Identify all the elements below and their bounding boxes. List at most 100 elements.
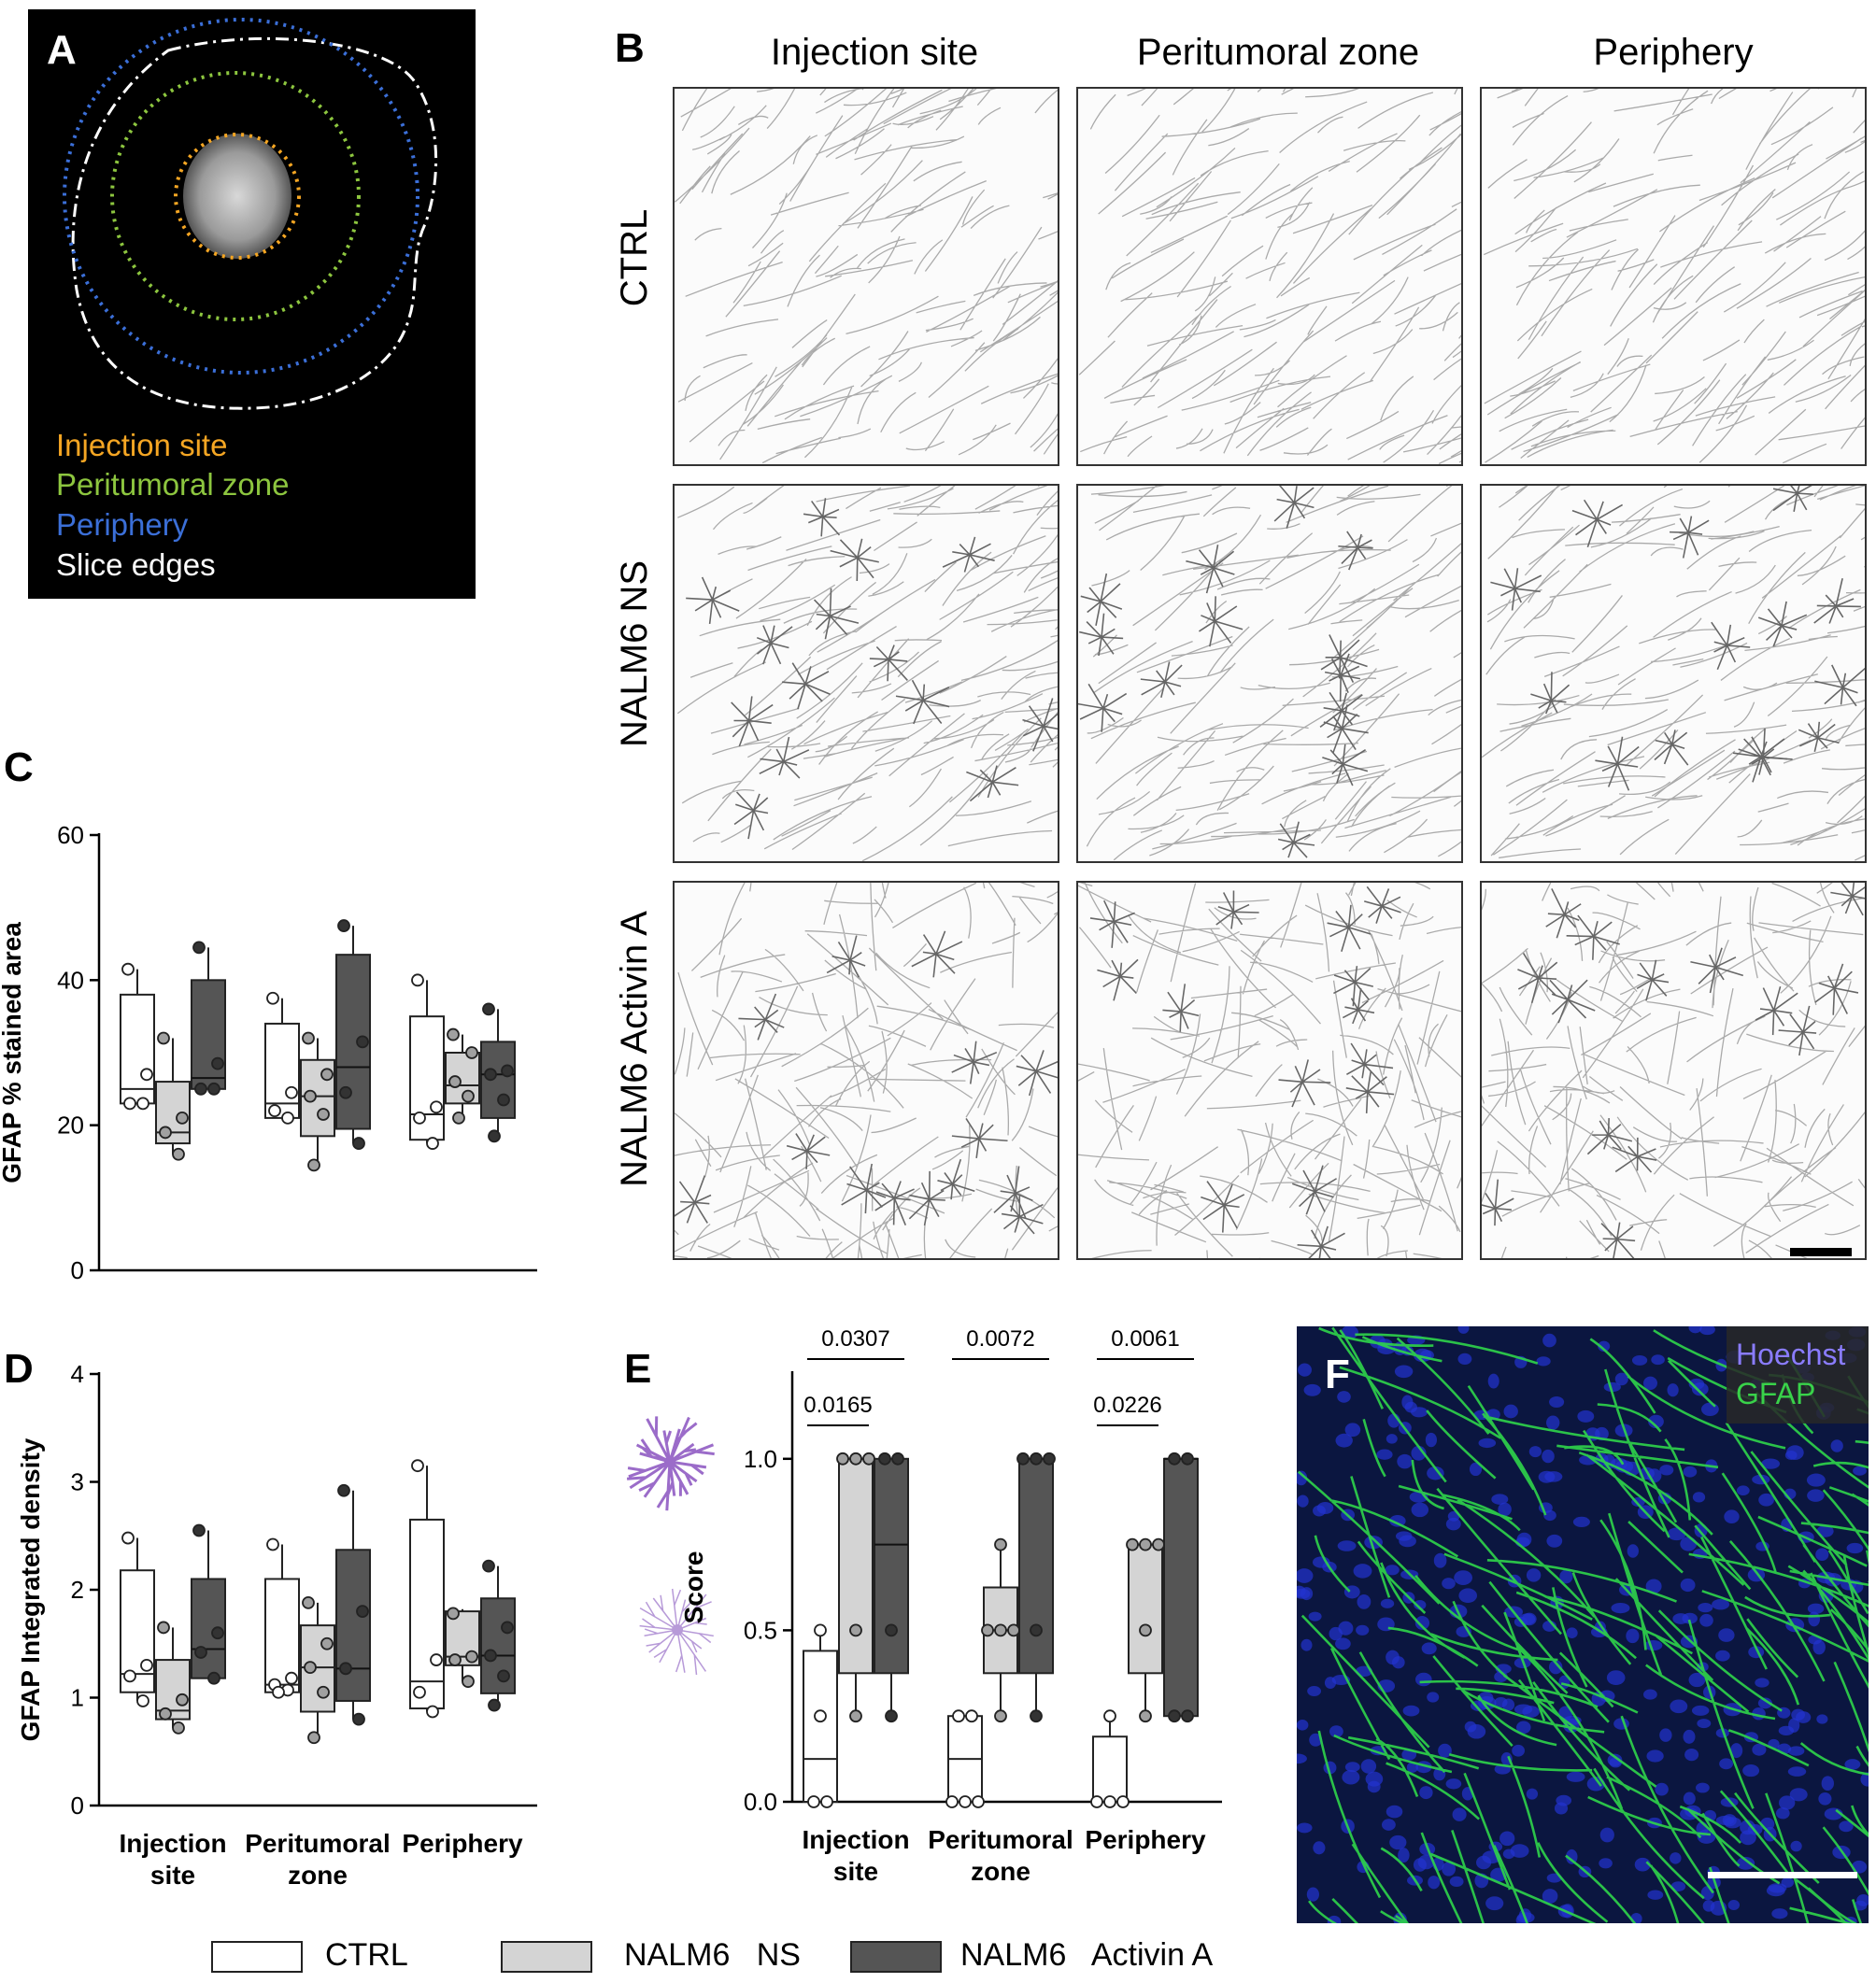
glial-fibers bbox=[1078, 883, 1461, 1258]
micrograph-texture bbox=[1482, 486, 1865, 861]
nucleus bbox=[1691, 1705, 1710, 1716]
data-point bbox=[413, 1111, 426, 1125]
nucleus bbox=[1417, 1854, 1435, 1870]
data-point bbox=[304, 1661, 317, 1675]
astrocyte-shape bbox=[1201, 1181, 1245, 1233]
nucleus bbox=[1700, 1402, 1719, 1417]
data-point bbox=[317, 1685, 330, 1699]
nucleus bbox=[1298, 1363, 1312, 1377]
nucleus bbox=[1297, 1470, 1308, 1486]
y-tick-label: 2 bbox=[71, 1576, 84, 1604]
tumor-core bbox=[183, 134, 291, 259]
nucleus bbox=[1385, 1565, 1400, 1576]
astrocyte-shape bbox=[1600, 1222, 1636, 1258]
astrocyte-shape bbox=[759, 736, 810, 779]
nucleus bbox=[1627, 1544, 1639, 1558]
chart-d-gfap-integrated-density: 0 1 2 3 4 GFAP Integrated density Injection sit… bbox=[16, 1360, 537, 1890]
nucleus bbox=[1740, 1820, 1755, 1835]
astrocyte-shape bbox=[756, 625, 793, 665]
astrocyte-shape bbox=[1530, 672, 1570, 715]
glial-fibers bbox=[1482, 486, 1865, 861]
nucleus bbox=[1807, 1489, 1825, 1502]
legend-peritumoral-zone: Peritumoral zone bbox=[56, 467, 290, 502]
data-point bbox=[317, 1108, 330, 1121]
box-nalm6-ns-cat0 bbox=[155, 1031, 191, 1161]
data-point bbox=[1116, 1795, 1130, 1808]
micrograph-texture bbox=[675, 883, 1058, 1258]
nucleus bbox=[1699, 1326, 1715, 1336]
data-point bbox=[497, 1669, 510, 1683]
nucleus bbox=[1791, 1708, 1806, 1721]
glial-fibers bbox=[676, 486, 1058, 861]
panel-e-letter: E bbox=[624, 1346, 652, 1392]
nucleus bbox=[1297, 1588, 1311, 1599]
data-point bbox=[501, 1621, 514, 1635]
p-value-label: 0.0072 bbox=[966, 1326, 1034, 1352]
astrocyte-shape bbox=[1586, 1118, 1633, 1155]
data-point bbox=[482, 1002, 495, 1016]
data-point bbox=[462, 1675, 475, 1689]
nucleus bbox=[1306, 1887, 1319, 1902]
legend-swatch-ctrl bbox=[211, 1941, 303, 1973]
nucleus bbox=[1698, 1602, 1713, 1613]
nucleus bbox=[1715, 1650, 1730, 1662]
nucleus bbox=[1411, 1445, 1427, 1461]
nucleus bbox=[1853, 1900, 1868, 1911]
data-point bbox=[304, 1089, 317, 1103]
nucleus bbox=[1688, 1326, 1702, 1334]
glial-fibers bbox=[1484, 89, 1865, 464]
micrograph-texture bbox=[1482, 883, 1865, 1258]
nucleus bbox=[1631, 1354, 1648, 1366]
nucleus bbox=[1394, 1365, 1414, 1379]
nucleus bbox=[1806, 1473, 1826, 1487]
data-point bbox=[849, 1452, 862, 1466]
box-ctrl-cat0 bbox=[120, 1531, 155, 1707]
astrocyte-shape bbox=[1732, 738, 1788, 783]
nucleus bbox=[1768, 1883, 1787, 1893]
astrocyte-shape bbox=[1346, 1042, 1394, 1086]
box-ctrl-cat2 bbox=[409, 973, 445, 1150]
panel-a-schematic: A Injection site Peritumoral zone Periph… bbox=[28, 9, 476, 599]
legend-periphery: Periphery bbox=[56, 507, 189, 542]
nucleus bbox=[1337, 1391, 1351, 1403]
data-point bbox=[482, 1559, 495, 1573]
nucleus bbox=[1338, 1621, 1354, 1636]
nucleus bbox=[1308, 1611, 1322, 1622]
legend-swatch-nalm6-ns bbox=[501, 1941, 592, 1973]
astrocyte-shape bbox=[1324, 653, 1361, 702]
astrocyte-shape bbox=[1566, 914, 1620, 960]
astrocyte-shape bbox=[1199, 596, 1244, 647]
astrocyte-shape bbox=[1772, 486, 1813, 512]
data-point bbox=[352, 1712, 365, 1726]
box-body bbox=[1128, 1543, 1163, 1675]
glial-fibers bbox=[1078, 89, 1461, 464]
nucleus bbox=[1642, 1376, 1658, 1391]
data-point bbox=[501, 1064, 514, 1078]
nucleus bbox=[1452, 1807, 1467, 1821]
nucleus bbox=[1816, 1714, 1828, 1724]
astrocyte-shape bbox=[1549, 979, 1596, 1024]
nucleus bbox=[1386, 1434, 1398, 1444]
data-point bbox=[176, 1111, 189, 1125]
astrocyte-shape bbox=[1140, 661, 1183, 699]
nucleus bbox=[1457, 1326, 1470, 1334]
astrocyte-processes bbox=[639, 1588, 714, 1676]
astrocyte-shape bbox=[803, 498, 841, 537]
nucleus bbox=[1414, 1672, 1432, 1687]
data-point bbox=[356, 1035, 369, 1049]
nucleus bbox=[1683, 1729, 1696, 1744]
nucleus bbox=[1494, 1696, 1508, 1708]
nucleus bbox=[1667, 1383, 1679, 1397]
astrocyte-shape bbox=[1798, 721, 1840, 752]
nucleus bbox=[1680, 1578, 1696, 1593]
nucleus bbox=[1722, 1814, 1737, 1827]
astrocyte-shape bbox=[1482, 1179, 1514, 1226]
astrocyte-shape bbox=[1022, 698, 1058, 752]
nucleus bbox=[1526, 1788, 1539, 1800]
data-point bbox=[465, 1650, 478, 1664]
micrograph-tile-r3-c2 bbox=[1076, 881, 1463, 1260]
data-point bbox=[320, 1636, 334, 1650]
resting-astrocyte-icon bbox=[639, 1588, 714, 1676]
nucleus bbox=[1398, 1848, 1410, 1863]
astrocyte-shape bbox=[1016, 1050, 1058, 1097]
